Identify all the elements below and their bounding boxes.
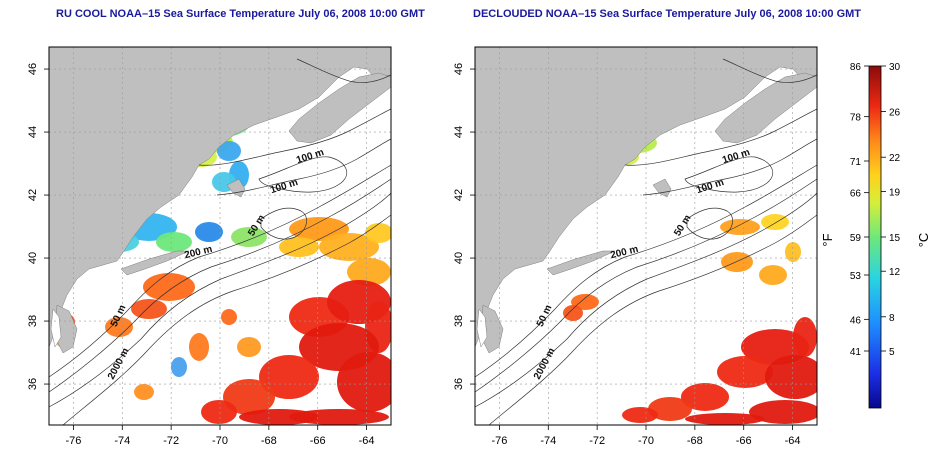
latitude-tick-label: 36 (453, 378, 465, 390)
lat-lon-gridlines (49, 47, 391, 425)
color-bar-gradient (868, 65, 882, 409)
longitude-tick-label: -64 (359, 435, 375, 447)
longitude-tick-label: -68 (687, 435, 703, 447)
latitude-tick-label: 44 (27, 126, 39, 138)
longitude-tick-label: -72 (589, 435, 605, 447)
color-bar: 30 26 22 19 15 12 8 5 86 78 71 66 59 53 46 41 °F °C (820, 62, 931, 409)
bathymetry-contours (49, 58, 391, 425)
celsius-tick-label: 19 (889, 187, 901, 198)
latitude-tick-label: 42 (27, 189, 39, 201)
fahrenheit-axis-label: °F (820, 233, 835, 246)
latitude-tick-label: 46 (453, 63, 465, 75)
fahrenheit-tick-label: 41 (850, 347, 862, 358)
longitude-tick-label: -76 (491, 435, 507, 447)
latitude-tick-label: 40 (27, 252, 39, 264)
longitude-tick-label: -76 (65, 435, 81, 447)
celsius-tick-label: 26 (889, 108, 901, 119)
latitude-tick-label: 38 (27, 315, 39, 327)
longitude-tick-label: -66 (310, 435, 326, 447)
longitude-tick-label: -64 (785, 435, 801, 447)
fahrenheit-tick-label: 66 (850, 189, 862, 200)
fahrenheit-tick-label: 59 (850, 233, 862, 244)
fahrenheit-tick-label: 78 (850, 113, 862, 124)
celsius-tick-label: 22 (889, 153, 901, 164)
celsius-tick-label: 15 (889, 233, 901, 244)
fahrenheit-tick-label: 46 (850, 315, 862, 326)
celsius-tick-label: 5 (889, 347, 895, 358)
latitude-tick-label: 46 (27, 63, 39, 75)
celsius-tick-label: 12 (889, 267, 901, 278)
coastline-land (49, 47, 391, 354)
latitude-tick-label: 44 (453, 126, 465, 138)
longitude-tick-label: -74 (540, 435, 556, 447)
fahrenheit-tick-label: 53 (850, 271, 862, 282)
longitude-tick-label: -68 (261, 435, 277, 447)
right-panel-title: DECLOUDED NOAA–15 Sea Surface Temperatur… (473, 8, 862, 20)
celsius-tick-label: 30 (889, 62, 901, 73)
fahrenheit-tick-label: 86 (850, 62, 862, 73)
latitude-tick-label: 40 (453, 252, 465, 264)
celsius-tick-label: 8 (889, 313, 895, 324)
left-panel-title: RU COOL NOAA–15 Sea Surface Temperature … (56, 8, 425, 20)
lat-lon-gridlines (475, 47, 817, 425)
longitude-tick-label: -70 (212, 435, 228, 447)
latitude-tick-label: 42 (453, 189, 465, 201)
bathymetry-contours (475, 58, 817, 425)
longitude-tick-label: -70 (638, 435, 654, 447)
longitude-tick-label: -72 (163, 435, 179, 447)
latitude-tick-label: 36 (27, 378, 39, 390)
latitude-tick-label: 38 (453, 315, 465, 327)
celsius-axis-label: °C (916, 233, 931, 248)
longitude-tick-label: -74 (114, 435, 130, 447)
coastline-land (475, 47, 817, 354)
fahrenheit-tick-label: 71 (850, 157, 862, 168)
longitude-tick-label: -66 (736, 435, 752, 447)
